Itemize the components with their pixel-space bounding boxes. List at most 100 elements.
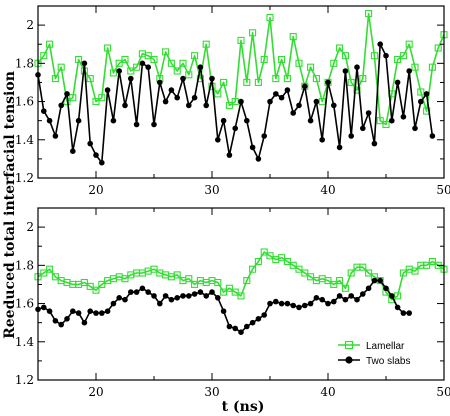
y-tick-label: 1.2 [15, 171, 34, 185]
data-point-lamellar [40, 52, 48, 60]
data-point-lamellar [46, 40, 54, 48]
data-point-two-slabs [99, 310, 105, 316]
data-point-two-slabs [52, 318, 59, 324]
data-point-two-slabs [418, 98, 424, 105]
data-point-two-slabs [377, 277, 384, 284]
data-point-two-slabs [273, 298, 279, 305]
data-point-two-slabs [151, 293, 157, 299]
data-point-two-slabs [232, 125, 238, 132]
data-point-two-slabs [389, 293, 395, 299]
data-point-two-slabs [191, 94, 198, 101]
data-point-two-slabs [139, 285, 146, 292]
data-point-lamellar [260, 248, 268, 256]
x-tick-label: 30 [204, 385, 219, 399]
data-point-two-slabs [244, 323, 250, 330]
x-tick-label: 40 [320, 385, 335, 399]
series-two-slabs [35, 277, 413, 336]
data-point-two-slabs [168, 296, 175, 303]
data-point-lamellar [295, 59, 303, 67]
series-lamellar [34, 248, 448, 304]
data-point-two-slabs [162, 293, 169, 299]
data-point-two-slabs [377, 41, 384, 47]
data-point-lamellar [86, 282, 94, 290]
data-point-lamellar [411, 267, 419, 275]
data-point-lamellar [133, 63, 141, 71]
data-point-two-slabs [325, 79, 331, 86]
data-point-two-slabs [371, 140, 378, 147]
data-point-lamellar [301, 269, 309, 277]
data-point-lamellar [150, 55, 158, 64]
x-tick-label: 50 [436, 385, 450, 399]
data-point-two-slabs [331, 298, 337, 305]
data-point-two-slabs [122, 102, 128, 109]
data-point-lamellar [307, 273, 315, 281]
data-point-lamellar [359, 263, 367, 271]
data-point-two-slabs [58, 321, 64, 328]
data-point-lamellar [162, 48, 170, 56]
data-point-two-slabs [203, 293, 209, 299]
data-point-two-slabs [104, 87, 111, 93]
data-point-two-slabs [354, 296, 360, 303]
data-point-two-slabs [209, 75, 215, 82]
data-point-lamellar [185, 275, 193, 283]
data-point-lamellar [405, 40, 413, 48]
data-point-two-slabs [278, 300, 285, 307]
data-point-two-slabs [81, 319, 88, 326]
series-lamellar [34, 10, 448, 129]
data-point-lamellar [394, 292, 402, 300]
data-point-lamellar [278, 254, 286, 262]
data-point-two-slabs [168, 87, 175, 93]
legend-label-two-slabs: Two slabs [366, 356, 410, 367]
data-point-lamellar [382, 120, 390, 129]
legend: Lamellar Two slabs [338, 340, 410, 367]
data-point-lamellar [231, 98, 239, 106]
data-point-lamellar [98, 280, 106, 288]
data-point-two-slabs [360, 125, 366, 132]
data-point-lamellar [173, 271, 181, 279]
data-point-two-slabs [226, 323, 233, 330]
data-point-lamellar [278, 55, 286, 64]
data-point-lamellar [428, 63, 436, 71]
data-point-two-slabs [41, 108, 47, 114]
data-point-lamellar [191, 52, 199, 60]
data-point-two-slabs [197, 64, 204, 70]
data-point-two-slabs [296, 102, 302, 109]
data-point-two-slabs [104, 308, 111, 315]
data-point-lamellar [191, 280, 199, 288]
y-tick-label: 2 [26, 220, 34, 234]
data-point-two-slabs [278, 94, 285, 101]
x-tick-label: 40 [320, 183, 335, 197]
data-point-two-slabs [174, 295, 180, 301]
data-point-two-slabs [70, 308, 76, 315]
data-point-two-slabs [197, 289, 204, 295]
data-point-lamellar [237, 292, 245, 300]
data-point-lamellar [266, 252, 274, 260]
data-point-two-slabs [412, 125, 418, 132]
data-point-two-slabs [151, 121, 157, 128]
data-point-two-slabs [354, 64, 360, 70]
data-point-two-slabs [116, 295, 122, 301]
data-point-two-slabs [406, 310, 413, 316]
data-point-lamellar [417, 88, 425, 96]
data-point-two-slabs [342, 296, 349, 303]
data-point-lamellar [121, 55, 129, 64]
data-point-two-slabs [46, 117, 53, 124]
data-point-lamellar [353, 86, 361, 94]
data-point-two-slabs [244, 117, 250, 124]
data-point-lamellar [92, 286, 100, 294]
data-point-two-slabs [261, 133, 268, 139]
data-point-lamellar [359, 75, 367, 83]
data-point-two-slabs [174, 94, 180, 101]
data-point-two-slabs [215, 137, 221, 143]
data-point-two-slabs [267, 300, 273, 307]
data-point-lamellar [289, 261, 297, 269]
data-point-lamellar [57, 63, 65, 71]
data-point-lamellar [260, 55, 268, 64]
data-point-two-slabs [226, 152, 233, 158]
data-point-lamellar [104, 44, 112, 52]
data-point-lamellar [220, 288, 228, 296]
data-point-lamellar [121, 275, 129, 283]
data-point-two-slabs [220, 308, 227, 315]
data-point-two-slabs [128, 75, 134, 82]
